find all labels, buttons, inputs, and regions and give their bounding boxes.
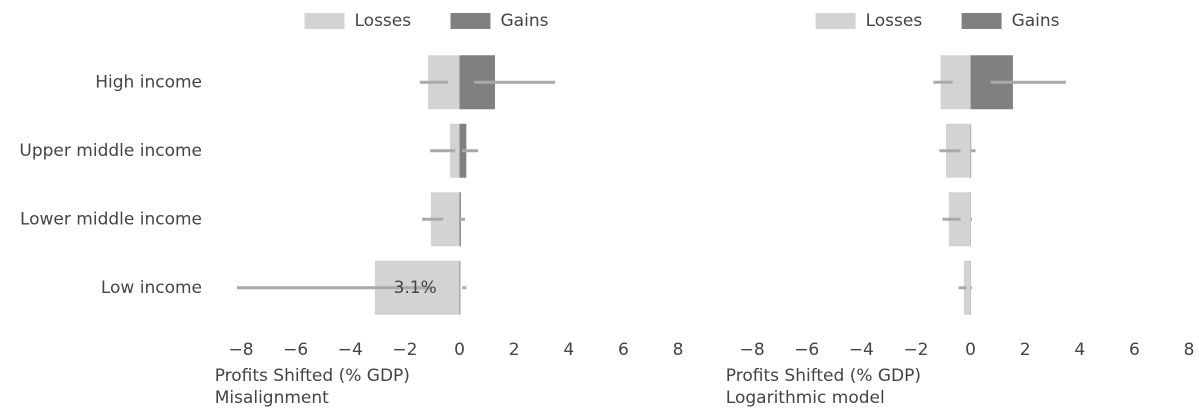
legend-swatch [961, 13, 1002, 29]
legend-label: Gains [1012, 11, 1060, 31]
bar [963, 260, 971, 315]
x-tick-label: 4 [1074, 340, 1085, 360]
x-tick-label: 2 [509, 340, 520, 360]
x-tick-label: −4 [338, 340, 363, 360]
x-tick-label: 6 [1129, 340, 1140, 360]
category-label: High income [95, 72, 202, 92]
x-tick-label: −8 [228, 340, 253, 360]
legend-swatch [815, 13, 856, 29]
x-axis-label: Profits Shifted (% GDP) [215, 366, 410, 386]
x-axis-label: Profits Shifted (% GDP) [726, 366, 921, 386]
x-tick-label: −6 [283, 340, 308, 360]
legend-swatch [450, 13, 491, 29]
category-label: Low income [101, 278, 202, 298]
x-tick-label: −8 [740, 340, 765, 360]
x-tick-label: −6 [794, 340, 819, 360]
x-tick-label: −4 [849, 340, 874, 360]
x-tick-label: 6 [618, 340, 629, 360]
panel-title: Logarithmic model [726, 388, 885, 408]
category-label: Lower middle income [20, 209, 202, 229]
x-tick-label: 0 [965, 340, 976, 360]
x-tick-label: 0 [454, 340, 465, 360]
x-tick-label: 4 [563, 340, 574, 360]
category-label: Upper middle income [19, 141, 202, 161]
legend-label: Losses [355, 11, 412, 31]
legend-label: Losses [866, 11, 923, 31]
legend-swatch [304, 13, 345, 29]
legend-label: Gains [501, 11, 549, 31]
x-tick-label: −2 [392, 340, 417, 360]
panel-title: Misalignment [215, 388, 329, 408]
x-tick-label: 8 [1184, 340, 1195, 360]
value-label: 3.1% [394, 278, 437, 298]
x-tick-label: 2 [1020, 340, 1031, 360]
bar [459, 260, 461, 315]
x-tick-label: −2 [903, 340, 928, 360]
x-tick-label: 8 [673, 340, 684, 360]
